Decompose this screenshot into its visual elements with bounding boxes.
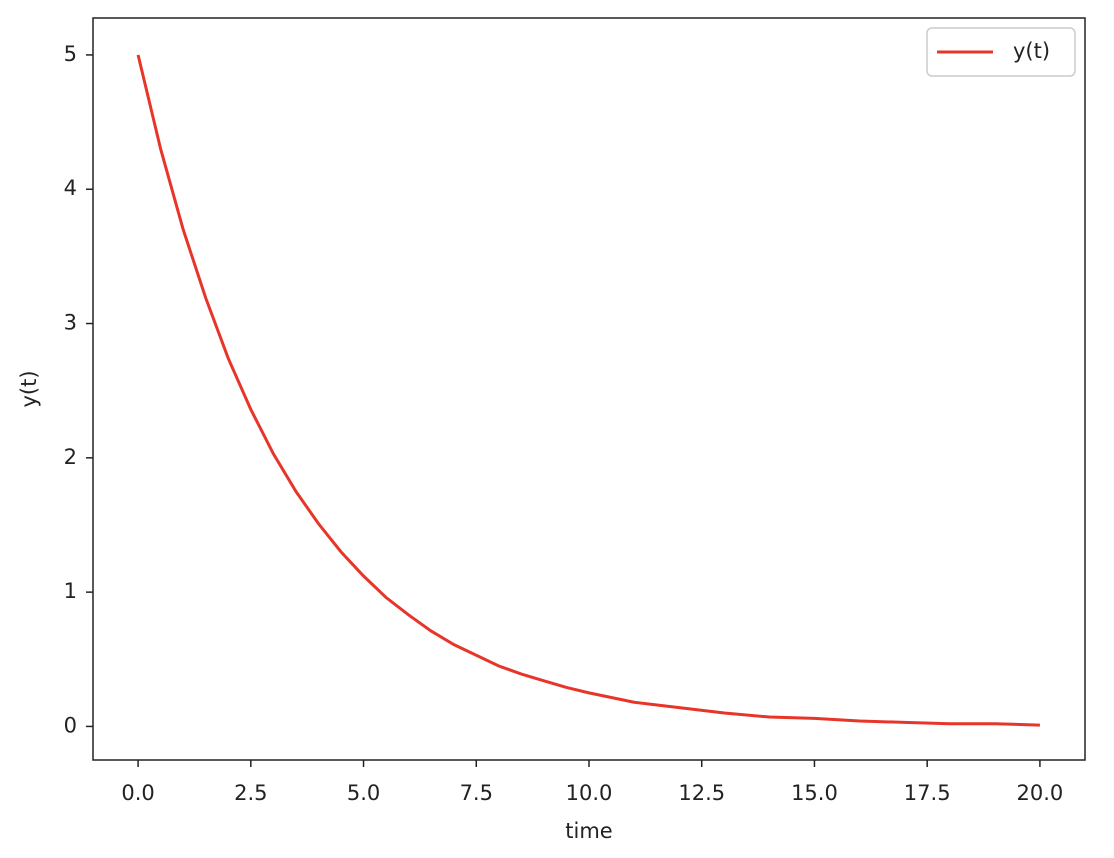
y-tick-label: 0 bbox=[64, 713, 77, 737]
legend-box bbox=[926, 27, 1076, 77]
y-axis-label: y(t) bbox=[17, 370, 41, 407]
data-line bbox=[136, 54, 1040, 727]
x-tick-label: 20.0 bbox=[1017, 781, 1064, 805]
x-tick-label: 17.5 bbox=[904, 781, 951, 805]
x-tick-label: 15.0 bbox=[791, 781, 838, 805]
y-tick-label: 5 bbox=[64, 42, 77, 66]
x-tick-label: 0.0 bbox=[121, 781, 154, 805]
y-tick-label: 3 bbox=[64, 311, 77, 335]
x-tick-label: 12.5 bbox=[678, 781, 725, 805]
x-tick-label: 5.0 bbox=[347, 781, 380, 805]
x-tick-label: 2.5 bbox=[234, 781, 267, 805]
legend-label: y(t) bbox=[1013, 39, 1050, 63]
y-tick-label: 1 bbox=[64, 579, 77, 603]
x-tick-label: 10.0 bbox=[566, 781, 613, 805]
y-tick-label: 2 bbox=[64, 445, 77, 469]
x-tick-label: 7.5 bbox=[460, 781, 493, 805]
plot-frame bbox=[92, 17, 1086, 761]
y-tick-label: 4 bbox=[64, 176, 77, 200]
x-axis-label: time bbox=[565, 819, 612, 843]
